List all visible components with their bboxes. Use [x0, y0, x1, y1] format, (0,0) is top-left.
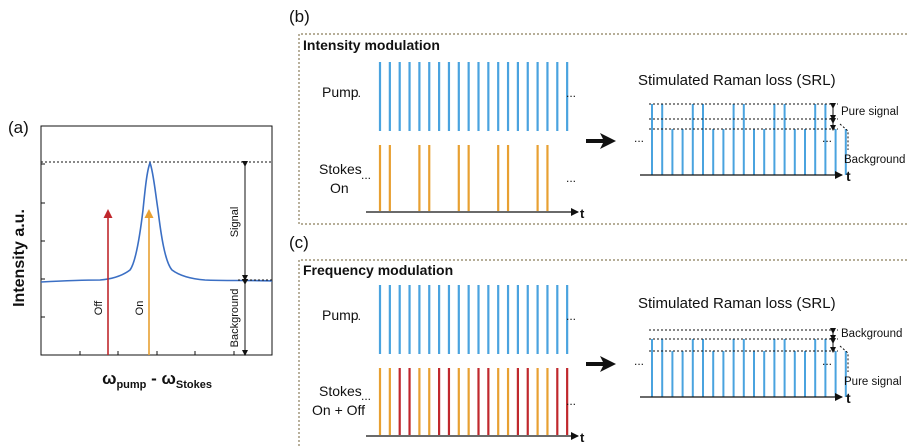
panel-b-pump-dots-left: ... — [351, 86, 361, 100]
panel-b-stokes-label-1: Stokes — [319, 161, 362, 177]
panel-a-xlabel-sub2: Stokes — [176, 379, 212, 391]
panel-c-pure-signal-label: Pure signal — [844, 376, 902, 388]
panel-b-pump-dots-right: ... — [566, 86, 576, 100]
panel-b-pump-pulses — [378, 62, 569, 131]
panel-b-srl-title: Stimulated Raman loss (SRL) — [638, 72, 836, 89]
panel-b-border — [298, 33, 907, 225]
panel-a: (a) Intensity a.u. Off On — [8, 118, 273, 391]
panel-b-srl-pulses — [651, 104, 847, 175]
panel-b-background-label: Background — [844, 154, 905, 166]
panel-c-title: Frequency modulation — [303, 262, 453, 278]
panel-a-xlabel-mid: - ω — [146, 369, 175, 388]
panel-c-srl-dots-right: ... — [822, 354, 832, 368]
panel-a-spectrum-curve — [40, 160, 273, 283]
panel-c-border — [298, 259, 907, 446]
panel-b-srl-dots-right: ... — [822, 131, 832, 145]
panel-b-pump-label: Pump — [322, 84, 359, 100]
panel-c: (c) Frequency modulation Pump ... ... St… — [289, 233, 907, 446]
panel-a-xlabel-sub1: pump — [116, 379, 146, 391]
panel-c-pump-label: Pump — [322, 307, 359, 323]
panel-b-transform-arrow — [586, 133, 616, 149]
panel-b-stokes-dots-right: ... — [566, 171, 576, 185]
panel-c-stokes-label-2: On + Off — [312, 402, 365, 418]
panel-c-stokes-pulses — [378, 368, 569, 435]
panel-a-xlabel: ωpump - ωStokes — [102, 369, 212, 391]
panel-c-srl-time-label: t — [846, 390, 851, 406]
panel-b-pure-signal-label: Pure signal — [841, 106, 899, 118]
panel-a-label: (a) — [8, 118, 29, 137]
panel-c-stokes-label-1: Stokes — [319, 383, 362, 399]
panel-c-stokes-dots-left: ... — [361, 389, 371, 403]
panel-c-pump-dots-left: ... — [351, 309, 361, 323]
panel-b-title: Intensity modulation — [303, 37, 440, 53]
panel-b-stokes-dots-left: ... — [361, 168, 371, 182]
panel-b-srl-dots-left: ... — [634, 131, 644, 145]
panel-c-srl-dots-left: ... — [634, 354, 644, 368]
panel-b-stokes-label-2: On — [330, 180, 349, 196]
panel-c-srl-pulses — [651, 339, 847, 397]
panel-b-srl-time-label: t — [846, 168, 851, 184]
panel-a-signal-label: Signal — [229, 207, 241, 238]
panel-b-stokes-pulses — [378, 145, 549, 211]
panel-c-time-label: t — [580, 430, 585, 445]
panel-a-ylabel: Intensity a.u. — [11, 209, 28, 307]
panel-b-time-label: t — [580, 206, 585, 221]
panel-a-xlabel-omega1: ω — [102, 369, 116, 388]
panel-a-ticks — [41, 163, 235, 355]
panel-a-on-label: On — [134, 301, 146, 316]
panel-c-background-label: Background — [841, 328, 902, 340]
panel-c-srl-title: Stimulated Raman loss (SRL) — [638, 295, 836, 312]
panel-b: (b) Intensity modulation Pump ... ... St… — [289, 7, 907, 225]
panel-a-background-label: Background — [229, 289, 241, 348]
panel-a-off-label: Off — [93, 300, 105, 315]
panel-b-label: (b) — [289, 7, 310, 26]
panel-c-stokes-dots-right: ... — [566, 394, 576, 408]
panel-c-label: (c) — [289, 233, 309, 252]
panel-c-pump-dots-right: ... — [566, 309, 576, 323]
panel-c-pump-pulses — [378, 285, 569, 354]
panel-c-transform-arrow — [586, 356, 616, 372]
